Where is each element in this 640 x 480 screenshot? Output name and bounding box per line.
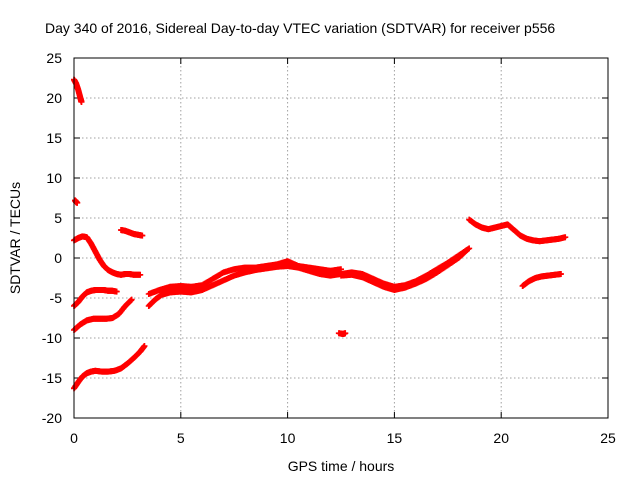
y-tick-label: -10 (42, 330, 62, 346)
x-tick-label: 10 (280, 430, 296, 446)
x-axis-label: GPS time / hours (288, 458, 395, 474)
series-arc-short-3 (117, 227, 146, 239)
series-arc-minus15 (71, 343, 148, 392)
series-arc-mid-lower (338, 247, 471, 293)
y-tick-label: 0 (54, 250, 62, 266)
y-axis-label: SDTVAR / TECUs (7, 182, 23, 294)
chart-title: Day 340 of 2016, Sidereal Day-to-day VTE… (45, 20, 555, 36)
x-tick-label: 25 (600, 430, 616, 446)
y-tick-label: 15 (46, 130, 62, 146)
data-point (137, 271, 144, 278)
y-tick-label: -20 (42, 410, 62, 426)
series-arc-point-7 (72, 197, 81, 206)
y-tick-label: -5 (50, 290, 63, 306)
data-point (113, 288, 120, 295)
data-point (338, 266, 344, 273)
data-points (71, 76, 569, 392)
series-arc-minus5 (71, 287, 120, 309)
series-arc-minus8 (71, 296, 135, 333)
x-tick-label: 15 (387, 430, 403, 446)
y-tick-label: 25 (46, 50, 62, 66)
series-arc-top-start (71, 76, 85, 105)
plot-frame (73, 57, 609, 419)
data-point (128, 296, 135, 303)
grid-lines (74, 58, 608, 418)
series-arc-main-upper (145, 258, 344, 297)
y-tick-label: -15 (42, 370, 62, 386)
series-arc-high-early (71, 233, 144, 278)
data-point (139, 232, 146, 239)
data-point (558, 271, 565, 277)
x-tick-label: 0 (70, 430, 78, 446)
data-point (141, 343, 148, 349)
y-tick-label: 10 (46, 170, 62, 186)
x-tick-label: 5 (177, 430, 185, 446)
x-tick-labels: 0 5 10 15 20 25 (70, 430, 616, 446)
series-arc-right-low (519, 271, 565, 289)
y-tick-labels: -20 -15 -10 -5 0 5 10 15 20 25 (42, 50, 62, 426)
data-point (342, 330, 349, 337)
data-point (78, 99, 85, 105)
data-point (562, 234, 569, 241)
y-tick-label: 5 (54, 210, 62, 226)
x-tick-label: 20 (493, 430, 509, 446)
data-point (74, 199, 81, 206)
data-point (464, 247, 471, 253)
series-arc-right-high (466, 216, 569, 245)
y-tick-label: 20 (46, 90, 62, 106)
series-arc-main-left (145, 245, 473, 309)
series-arc-point-minus9 (335, 330, 349, 337)
